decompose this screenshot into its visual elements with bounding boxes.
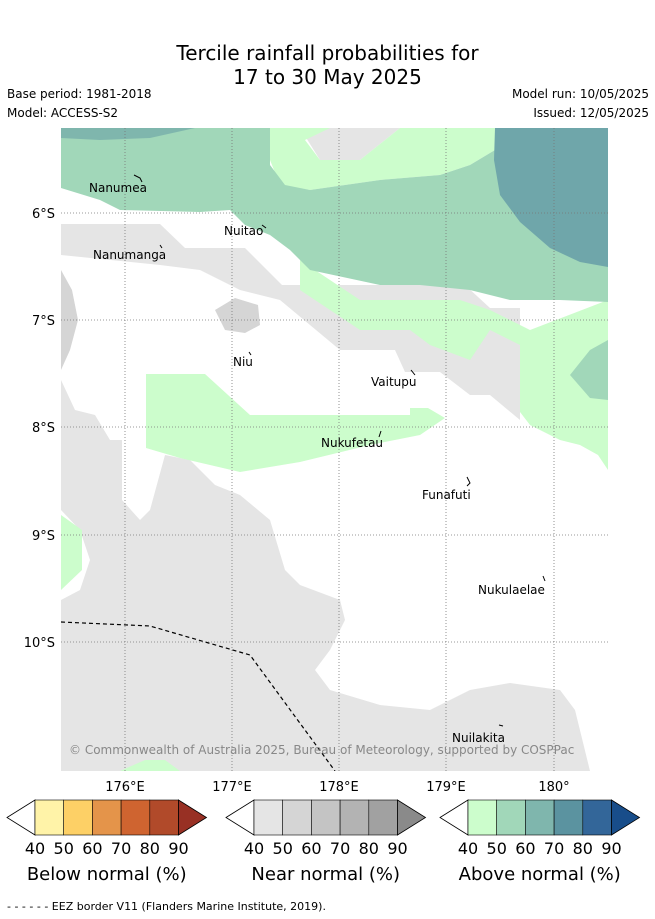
colorbar-tick-label: 80 <box>573 839 593 858</box>
above-normal-50-field <box>570 340 608 400</box>
lat-label: 8°S <box>32 421 55 436</box>
colorbar-tick-label: 40 <box>244 839 264 858</box>
colorbar-tick-label: 50 <box>54 839 74 858</box>
legend-group: 40 50 60 70 80 90 Below normal (%) 40 50 60 70 80 90… <box>6 799 641 885</box>
colorbar-swatch <box>63 799 93 836</box>
colorbar-swatch <box>282 799 312 836</box>
colorbar-under-triangle <box>439 799 469 836</box>
colorbar-tick-label: 40 <box>25 839 45 858</box>
map-title-line1: Tercile rainfall probabilities for <box>176 41 479 65</box>
colorbar-title: Below normal (%) <box>27 864 187 885</box>
above-normal-40-field <box>61 515 82 590</box>
above-normal-40-field <box>120 760 180 771</box>
lon-label: 176°E <box>105 780 145 795</box>
colorbar-swatch <box>120 799 151 836</box>
colorbar-tick-label: 80 <box>359 839 379 858</box>
colorbar-tick-label: 90 <box>601 839 621 858</box>
colorbar-legend: 40 50 60 70 80 90 Near normal (%) <box>225 799 427 885</box>
graticule <box>61 128 608 771</box>
lat-label: 7°S <box>32 314 55 329</box>
lon-label: 180° <box>538 780 569 795</box>
colorbar-swatch <box>34 799 65 836</box>
place-label-funafuti: Funafuti <box>422 488 471 502</box>
lon-label: 177°E <box>212 780 252 795</box>
colorbar-legend: 40 50 60 70 80 90 Below normal (%) <box>6 799 208 885</box>
colorbar-over-triangle <box>611 799 641 836</box>
above-normal-60-field <box>494 128 608 267</box>
colorbar-swatch <box>368 799 398 836</box>
colorbar-tick-label: 60 <box>515 839 535 858</box>
above-normal-50-field <box>61 128 608 302</box>
place-label-niu: Niu <box>233 355 253 369</box>
colorbar-tick-label: 40 <box>458 839 478 858</box>
lat-label: 9°S <box>32 529 55 544</box>
model-run: Model run: 10/05/2025 <box>511 87 649 101</box>
colorbar-swatch <box>149 799 179 836</box>
colorbar-swatch <box>525 799 555 836</box>
colorbar-under-triangle <box>6 799 36 836</box>
place-label-nuitao: Nuitao <box>224 224 263 238</box>
above-normal-40-field <box>146 374 445 472</box>
colorbar-tick-label: 50 <box>273 839 293 858</box>
colorbar-tick-label: 90 <box>168 839 188 858</box>
colorbar-title: Near normal (%) <box>251 864 400 885</box>
colorbar-swatch <box>467 799 498 836</box>
model-name: Model: ACCESS-S2 <box>7 106 119 120</box>
island-outlines <box>133 174 546 727</box>
colorbar-under-triangle <box>225 799 255 836</box>
place-label-nuilakita: Nuilakita <box>452 731 505 745</box>
colorbar-tick-label: 70 <box>330 839 350 858</box>
colorbar-swatch <box>92 799 122 836</box>
issued-date: Issued: 12/05/2025 <box>533 106 649 120</box>
colorbar-tick-label: 60 <box>301 839 321 858</box>
place-label-nukufetau: Nukufetau <box>321 436 383 450</box>
near-normal-50-field <box>215 298 260 333</box>
place-label-nukulaelae: Nukulaelae <box>478 583 545 597</box>
place-label-nanumea: Nanumea <box>89 181 147 195</box>
probability-fields <box>61 128 608 771</box>
colorbar-legend: 40 50 60 70 80 90 Above normal (%) <box>439 799 641 885</box>
near-normal-field <box>61 380 590 771</box>
base-period: Base period: 1981-2018 <box>7 87 152 101</box>
lat-label: 6°S <box>32 207 55 222</box>
colorbar-swatch <box>496 799 526 836</box>
place-label-vaitupu: Vaitupu <box>371 375 417 389</box>
copyright-notice: © Commonwealth of Australia 2025, Bureau… <box>69 743 574 757</box>
colorbar-tick-label: 80 <box>140 839 160 858</box>
near-normal-field <box>61 224 520 420</box>
eez-border <box>61 621 336 771</box>
lat-label: 10°S <box>24 636 55 651</box>
above-normal-40-field <box>300 260 608 470</box>
colorbar-swatch <box>582 799 612 836</box>
colorbar-tick-label: 70 <box>544 839 564 858</box>
colorbar-title: Above normal (%) <box>459 864 621 885</box>
colorbar-swatch <box>553 799 584 836</box>
colorbar-over-triangle <box>178 799 208 836</box>
lon-label: 178°E <box>319 780 359 795</box>
colorbar-tick-label: 50 <box>487 839 507 858</box>
map-title-line2: 17 to 30 May 2025 <box>233 65 422 89</box>
lon-label: 179°E <box>426 780 466 795</box>
eez-footnote: - - - - - - EEZ border V11 (Flanders Mar… <box>7 900 326 913</box>
above-normal-40-field <box>270 128 495 190</box>
colorbar-tick-label: 90 <box>387 839 407 858</box>
colorbar-over-triangle <box>397 799 427 836</box>
near-normal-50-field <box>61 270 78 370</box>
colorbar-tick-label: 60 <box>82 839 102 858</box>
colorbar-swatch <box>253 799 284 836</box>
place-label-nanumanga: Nanumanga <box>93 248 166 262</box>
near-normal-field <box>300 128 400 160</box>
colorbar-tick-label: 70 <box>111 839 131 858</box>
colorbar-swatch <box>311 799 341 836</box>
colorbar-swatch <box>339 799 370 836</box>
above-normal-60-field <box>61 128 195 140</box>
